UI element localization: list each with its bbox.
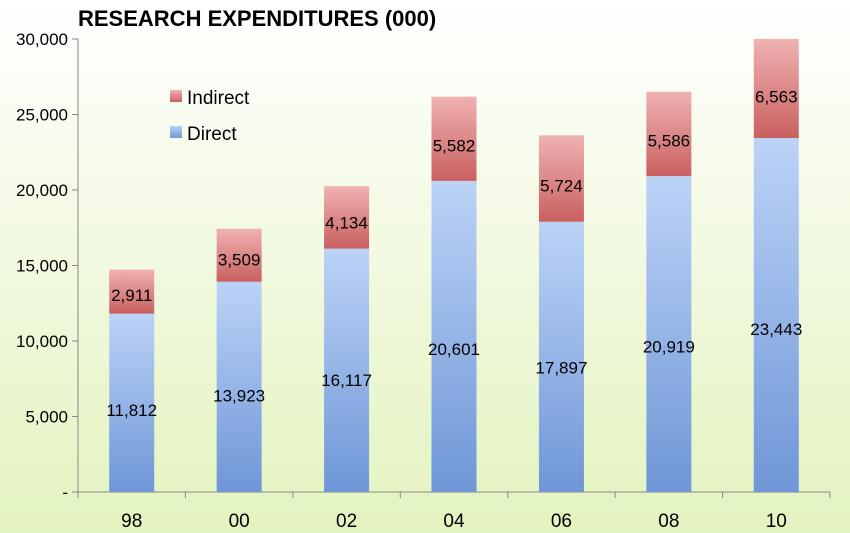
legend-label-indirect: Indirect [187,88,250,109]
bar-indirect-00 [216,228,262,282]
y-tick-label: 5,000 [25,408,68,427]
bar-direct-00 [216,281,262,492]
x-tick-label: 04 [443,511,465,532]
bar-indirect-06 [538,135,584,222]
legend-label-direct: Direct [187,124,237,145]
bar-direct-02 [324,248,370,492]
bar-direct-98 [109,313,155,492]
data-label-indirect: 6,563 [755,87,798,106]
y-tick-label: 30,000 [16,30,68,49]
bar-indirect-98 [109,269,155,314]
y-tick-label: - [62,483,68,502]
data-label-indirect: 5,724 [540,176,583,195]
data-label-indirect: 3,509 [218,251,261,270]
data-labels-group: 11,812 2,911 13,923 3,509 16,117 4,134 20,601 5… [106,87,802,420]
data-label-indirect: 2,911 [111,286,152,305]
bar-indirect-04 [431,96,477,181]
bar-direct-08 [646,176,692,492]
legend-swatch-indirect [170,90,182,102]
legend-swatch-direct [170,126,182,138]
x-tick-label: 08 [658,511,679,532]
bar-indirect-02 [324,186,370,249]
x-tick-label: 00 [229,511,250,532]
data-label-direct: 23,443 [750,320,802,339]
data-label-direct: 20,601 [428,340,480,359]
bar-direct-04 [431,180,477,492]
y-tick-label: 20,000 [16,181,68,200]
axes-group: - 5,000 10,000 15,000 20,000 25,000 30,000 98 00… [16,30,831,532]
y-tick-label: 10,000 [16,332,68,351]
x-tick-label: 98 [121,511,142,532]
x-tick-label: 10 [766,511,787,532]
data-label-direct: 20,919 [643,338,695,357]
y-tick-label: 25,000 [16,106,68,125]
data-label-direct: 13,923 [213,386,265,405]
x-tick-label: 02 [336,511,357,532]
data-label-indirect: 4,134 [325,213,368,232]
data-label-indirect: 5,582 [433,137,476,156]
bar-indirect-10 [753,38,799,139]
data-label-direct: 16,117 [321,371,372,390]
legend: Indirect Direct [170,88,250,145]
bars-group [109,38,799,493]
data-label-direct: 11,812 [106,401,157,420]
y-tick-label: 15,000 [16,257,68,276]
bar-indirect-08 [646,91,692,177]
data-label-indirect: 5,586 [648,132,691,151]
x-tick-label: 06 [551,511,572,532]
data-label-direct: 17,897 [535,359,587,378]
chart-title: RESEARCH EXPENDITURES (000) [78,6,436,31]
bar-direct-06 [538,221,584,492]
bar-direct-10 [753,138,799,493]
